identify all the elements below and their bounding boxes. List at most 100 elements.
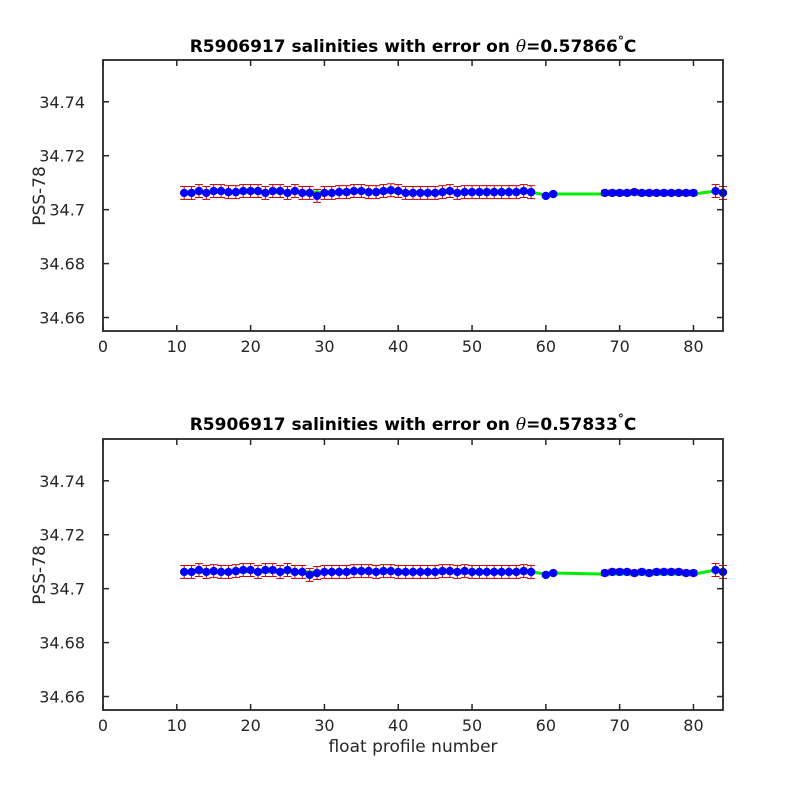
data-point [268, 186, 277, 196]
data-point [371, 567, 381, 577]
data-point [622, 188, 632, 198]
x-tick-label: 70 [609, 337, 629, 356]
data-point [179, 567, 189, 577]
data-point [364, 187, 373, 197]
data-point [357, 186, 366, 196]
data-point [342, 187, 351, 197]
data-point [253, 186, 263, 196]
data-point [334, 567, 344, 577]
bottom-chart-axes-box [102, 438, 724, 711]
title-degree: ° [618, 412, 624, 426]
data-point [438, 187, 447, 197]
y-tick-label: 34.66 [39, 309, 85, 328]
data-point [519, 566, 528, 576]
top-chart-axes-box [102, 59, 724, 332]
bottom-chart-plot: 0 10 20 30 40 50 60 70 80 34.66 34.68 34.7 34.72 34.7… [39, 439, 728, 735]
data-point [290, 186, 300, 196]
data-point [290, 567, 300, 577]
data-point [231, 566, 241, 576]
data-point [674, 188, 683, 198]
data-point [386, 566, 396, 576]
x-tick-label: 10 [167, 716, 187, 735]
data-point [541, 570, 551, 580]
data-point [637, 188, 647, 198]
data-point [239, 186, 248, 196]
x-tick-label: 70 [609, 716, 629, 735]
x-tick-label: 20 [240, 716, 260, 735]
title-unit: C [624, 415, 636, 435]
x-tick-label: 50 [462, 716, 482, 735]
x-tick-label: 80 [683, 337, 703, 356]
data-point [689, 568, 698, 578]
data-point [194, 186, 204, 196]
data-point [453, 567, 462, 577]
y-tick-label: 34.7 [49, 201, 85, 220]
data-point [364, 566, 373, 576]
data-point [209, 186, 218, 196]
x-tick-label: 40 [388, 716, 408, 735]
data-point [283, 565, 292, 575]
x-tick-label: 20 [240, 337, 260, 356]
data-point [460, 187, 469, 197]
bottom-chart: R5906917 salinities with error on θ=0.57… [30, 412, 728, 757]
data-point [202, 188, 211, 198]
data-point [334, 187, 344, 197]
data-point [681, 568, 691, 578]
data-point [504, 187, 514, 197]
x-tick-label: 60 [536, 337, 556, 356]
data-point [630, 568, 639, 578]
data-point [239, 565, 248, 575]
x-tick-label: 10 [167, 337, 187, 356]
y-tick-label: 34.66 [39, 688, 85, 707]
bottom-chart-ylabel: PSS-78 [30, 545, 50, 605]
data-point [298, 567, 307, 577]
data-point [430, 188, 440, 198]
data-point [482, 187, 492, 197]
data-point [519, 186, 528, 196]
data-point [275, 186, 285, 196]
x-tick-label: 40 [388, 337, 408, 356]
data-point [305, 570, 314, 580]
data-point [349, 186, 359, 196]
data-point [305, 188, 314, 198]
data-point [283, 188, 292, 198]
data-point [482, 567, 492, 577]
title-value: =0.57866 [526, 37, 618, 57]
data-point [275, 567, 285, 577]
y-tick-label: 34.72 [39, 147, 85, 166]
data-point [401, 567, 410, 577]
bottom-chart-xlabel: float profile number [328, 737, 497, 757]
data-point [423, 188, 432, 198]
data-point [667, 567, 676, 577]
data-point [637, 567, 647, 577]
data-point [408, 188, 418, 198]
data-point [320, 188, 329, 198]
y-tick-label: 34.72 [39, 526, 85, 545]
data-point [644, 568, 654, 578]
x-tick-label: 50 [462, 337, 482, 356]
data-point [216, 186, 226, 196]
data-point [667, 188, 676, 198]
top-chart-plot: 0 10 20 30 40 50 60 70 80 34.66 34.68 34.7 34.72 34.7… [39, 60, 728, 356]
data-point [541, 191, 551, 201]
data-point [659, 567, 669, 577]
y-tick-label: 34.74 [39, 472, 85, 491]
data-point [416, 188, 425, 198]
data-point [549, 189, 558, 199]
data-point [224, 567, 233, 577]
data-point [416, 567, 425, 577]
data-point [711, 186, 720, 196]
data-point [549, 568, 558, 578]
top-chart: R5906917 salinities with error on θ=0.57… [30, 34, 728, 356]
data-point [312, 568, 322, 578]
data-point [342, 567, 351, 577]
data-point [467, 567, 477, 577]
top-chart-ylabel: PSS-78 [30, 166, 50, 226]
data-point [600, 568, 610, 578]
data-point [423, 567, 432, 577]
data-point [187, 567, 196, 577]
data-point [261, 565, 270, 575]
data-point [268, 565, 277, 575]
data-point [231, 187, 241, 197]
data-point [600, 188, 610, 198]
